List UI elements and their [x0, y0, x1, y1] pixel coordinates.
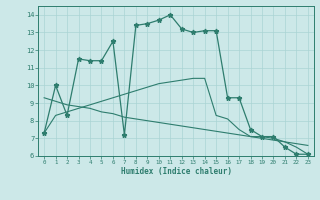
X-axis label: Humidex (Indice chaleur): Humidex (Indice chaleur) [121, 167, 231, 176]
